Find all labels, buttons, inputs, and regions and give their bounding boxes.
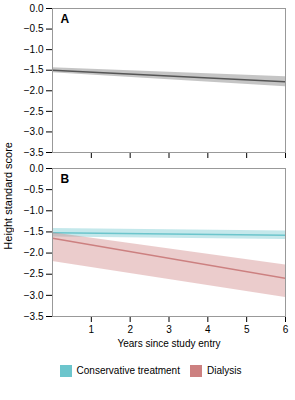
svg-text:3: 3 — [166, 324, 172, 335]
svg-text:−0.5: −0.5 — [24, 184, 44, 195]
svg-text:−0.5: −0.5 — [24, 23, 44, 34]
svg-text:Years since study entry: Years since study entry — [117, 338, 220, 349]
svg-text:0.0: 0.0 — [30, 163, 44, 174]
svg-text:4: 4 — [205, 324, 211, 335]
svg-text:−2.0: −2.0 — [24, 247, 44, 258]
svg-text:−1.0: −1.0 — [24, 205, 44, 216]
svg-text:−3.0: −3.0 — [24, 126, 44, 137]
svg-text:−3.5: −3.5 — [24, 147, 44, 158]
html-text:Conservative treatment: Conservative treatment — [76, 365, 180, 376]
svg-text:−1.0: −1.0 — [24, 44, 44, 55]
svg-text:−1.5: −1.5 — [24, 64, 44, 75]
svg-text:−3.5: −3.5 — [24, 311, 44, 322]
svg-text:−1.5: −1.5 — [24, 226, 44, 237]
svg-text:1: 1 — [89, 324, 95, 335]
html-text:Dialysis: Dialysis — [207, 365, 242, 376]
svg-text:−3.0: −3.0 — [24, 290, 44, 301]
svg-text:0.0: 0.0 — [30, 3, 44, 14]
svg-text:2: 2 — [127, 324, 133, 335]
svg-text:A: A — [61, 12, 70, 26]
svg-text:5: 5 — [244, 324, 250, 335]
svg-text:−2.5: −2.5 — [24, 268, 44, 279]
svg-text:−2.0: −2.0 — [24, 85, 44, 96]
html-text:Height standard score: Height standard score — [2, 142, 14, 250]
svg-text:B: B — [61, 172, 70, 186]
svg-text:6: 6 — [283, 324, 289, 335]
svg-text:−2.5: −2.5 — [24, 106, 44, 117]
